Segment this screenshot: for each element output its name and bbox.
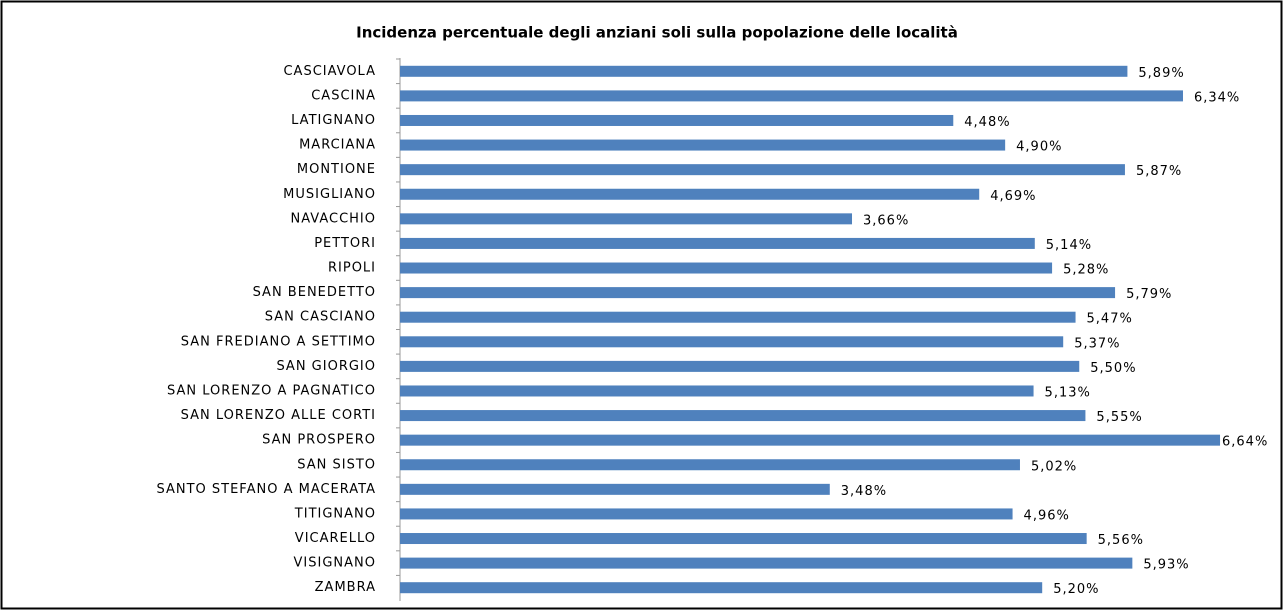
y-tick-label: SAN BENEDETTO xyxy=(253,285,376,300)
y-tick-label: NAVACCHIO xyxy=(290,211,376,226)
bar xyxy=(400,410,1086,422)
y-tick-label: VICARELLO xyxy=(295,531,376,546)
data-label: 4,48% xyxy=(964,115,1010,130)
data-label: 6,34% xyxy=(1194,90,1240,105)
y-tick-label: CASCINA xyxy=(311,88,376,103)
data-label: 6,64% xyxy=(1222,435,1268,450)
data-label: 5,47% xyxy=(1087,312,1133,327)
bar xyxy=(400,139,1006,151)
bar xyxy=(400,582,1043,594)
y-tick-label: SAN CASCIANO xyxy=(265,310,376,325)
bar xyxy=(400,114,954,126)
bar xyxy=(400,360,1080,372)
data-label: 5,93% xyxy=(1143,558,1189,573)
data-label: 5,28% xyxy=(1063,263,1109,278)
data-label: 5,37% xyxy=(1074,336,1120,351)
bar xyxy=(400,262,1053,274)
bar xyxy=(400,434,1221,446)
y-tick-label: VISIGNANO xyxy=(294,556,376,571)
y-tick-label: SAN GIORGIO xyxy=(276,359,376,374)
bar xyxy=(400,90,1183,102)
y-tick-label: MONTIONE xyxy=(297,162,376,177)
data-label: 4,69% xyxy=(990,189,1036,204)
y-tick-label: SAN LORENZO A PAGNATICO xyxy=(167,383,376,398)
bar xyxy=(400,459,1020,471)
data-label: 5,02% xyxy=(1031,459,1077,474)
y-tick-label: SAN SISTO xyxy=(297,457,376,472)
data-label: 5,56% xyxy=(1098,533,1144,548)
data-label: 5,87% xyxy=(1136,164,1182,179)
data-label: 3,48% xyxy=(841,484,887,499)
y-tick-label: SANTO STEFANO A MACERATA xyxy=(156,482,376,497)
y-tick-label: TITIGNANO xyxy=(294,506,376,521)
bar xyxy=(400,213,853,225)
bar xyxy=(400,237,1035,249)
y-tick-label: CASCIAVOLA xyxy=(283,64,376,79)
y-tick-label: MUSIGLIANO xyxy=(283,187,376,202)
bar xyxy=(400,311,1076,323)
bar xyxy=(400,164,1125,176)
data-label: 5,50% xyxy=(1090,361,1136,376)
chart-title: Incidenza percentuale degli anziani soli… xyxy=(356,24,958,42)
data-label: 3,66% xyxy=(863,213,909,228)
y-tick-label: LATIGNANO xyxy=(291,113,376,128)
bar xyxy=(400,508,1013,520)
bar xyxy=(400,557,1133,569)
y-tick-label: SAN FREDIANO A SETTIMO xyxy=(181,334,376,349)
bar xyxy=(400,287,1116,299)
data-label: 4,90% xyxy=(1016,140,1062,155)
bar xyxy=(400,385,1034,397)
data-label: 5,79% xyxy=(1126,287,1172,302)
bar xyxy=(400,533,1087,545)
bar xyxy=(400,483,830,495)
data-label: 5,20% xyxy=(1053,582,1099,597)
bar xyxy=(400,188,980,200)
bar xyxy=(400,65,1128,77)
data-label: 5,13% xyxy=(1045,385,1091,400)
y-tick-label: MARCIANA xyxy=(299,138,376,153)
y-tick-label: ZAMBRA xyxy=(315,580,376,595)
data-label: 4,96% xyxy=(1024,508,1070,523)
data-label: 5,89% xyxy=(1138,66,1184,81)
y-tick-label: RIPOLI xyxy=(328,261,376,276)
data-label: 5,55% xyxy=(1096,410,1142,425)
bar xyxy=(400,336,1064,348)
y-tick-label: SAN LORENZO ALLE CORTI xyxy=(181,408,376,423)
data-label: 5,14% xyxy=(1046,238,1092,253)
y-tick-label: SAN PROSPERO xyxy=(262,433,376,448)
y-tick-label: PETTORI xyxy=(314,236,376,251)
